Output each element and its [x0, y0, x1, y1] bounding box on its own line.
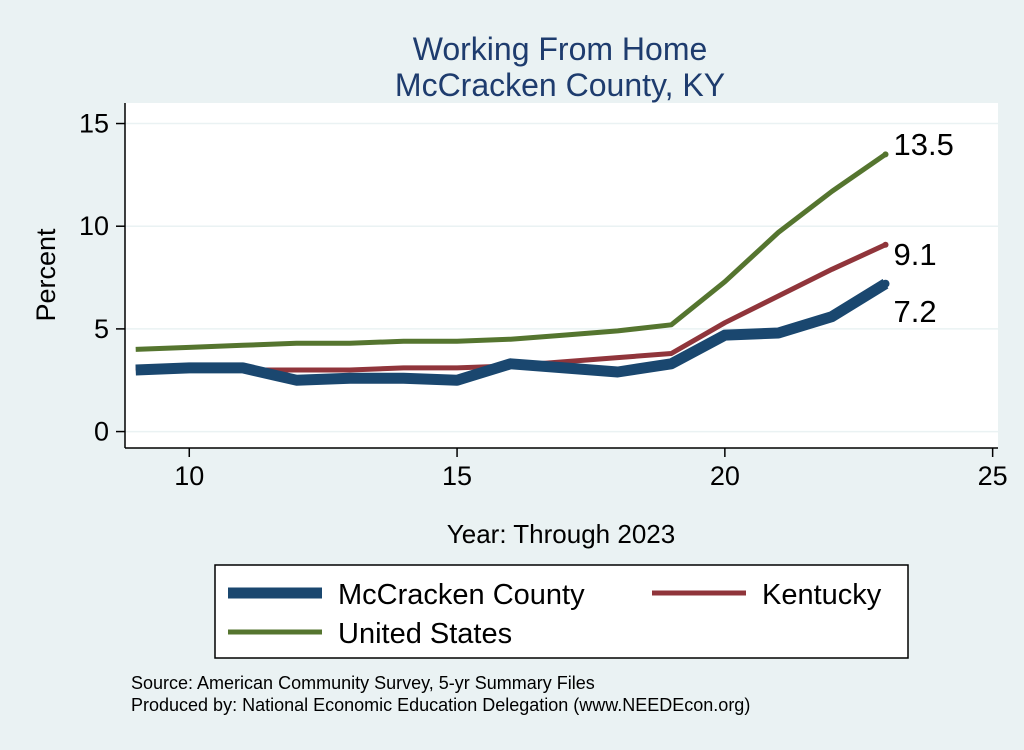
- y-tick-label: 10: [79, 211, 109, 241]
- y-axis-label: Percent: [31, 228, 61, 322]
- x-axis-label: Year: Through 2023: [447, 519, 675, 549]
- series-lines: [135, 151, 890, 386]
- legend-label-kentucky: Kentucky: [762, 579, 882, 611]
- legend-box: [214, 564, 909, 659]
- plot-area: [125, 103, 998, 448]
- end-labels: 7.2 9.1 13.5: [894, 127, 954, 329]
- x-tick-label: 20: [710, 461, 740, 491]
- gridlines: [125, 122, 998, 433]
- y-tick-label: 0: [94, 417, 109, 447]
- series-end-marker-kentucky: [882, 241, 889, 248]
- end-label-kentucky: 9.1: [894, 237, 937, 272]
- end-label-mccracken-county: 7.2: [894, 294, 937, 329]
- x-tick-label: 25: [978, 461, 1008, 491]
- chart-title-line-1: Working From Home: [413, 31, 708, 67]
- axes: [124, 103, 998, 449]
- axis-ticks: 0 5 10 15 10 15 20 25: [79, 109, 1008, 491]
- source-note: Source: American Community Survey, 5-yr …: [131, 673, 595, 693]
- series-line-united-states: [135, 152, 887, 352]
- y-tick-label: 5: [94, 314, 109, 344]
- x-tick-label: 15: [442, 461, 472, 491]
- series-line-mccracken-county: [135, 279, 889, 386]
- producer-note: Produced by: National Economic Education…: [131, 695, 750, 715]
- y-tick-label: 15: [79, 109, 109, 139]
- legend-label-mccracken: McCracken County: [338, 579, 585, 611]
- legend: McCracken County Kentucky United States: [214, 564, 909, 659]
- legend-label-united-states: United States: [338, 618, 512, 650]
- chart-title-line-2: McCracken County, KY: [395, 67, 725, 103]
- x-tick-label: 10: [174, 461, 204, 491]
- series-end-marker-mccracken-county: [881, 279, 890, 288]
- end-label-united-states: 13.5: [894, 127, 954, 162]
- series-end-marker-united-states: [882, 151, 889, 158]
